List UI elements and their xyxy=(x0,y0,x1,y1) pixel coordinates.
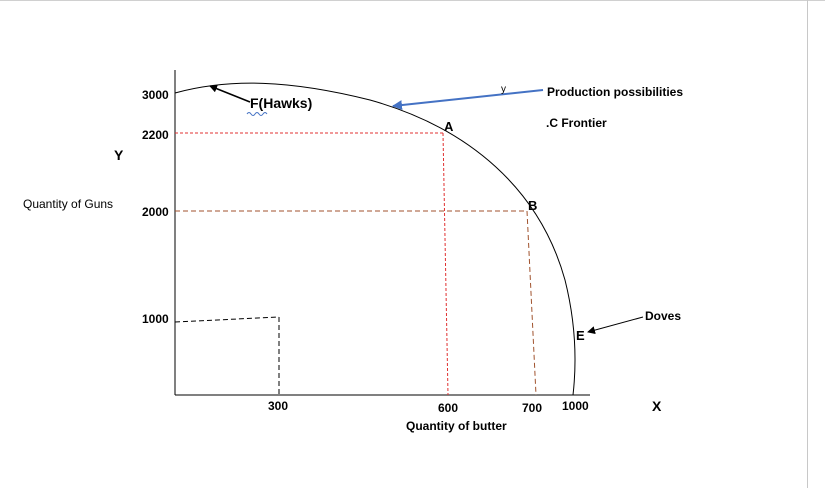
ppf-label-line2: .C Frontier xyxy=(546,116,607,130)
point-e-label: E xyxy=(576,328,585,343)
ppf-pointer-arrow xyxy=(392,89,544,111)
x-tick-300: 300 xyxy=(268,399,288,413)
x-axis-label: Quantity of butter xyxy=(406,419,507,433)
x-tick-1000: 1000 xyxy=(562,399,589,413)
point-f-label: F(Hawks) xyxy=(250,95,312,111)
x-tick-700: 700 xyxy=(522,401,542,415)
doves-label: Doves xyxy=(645,309,681,323)
arrow-to-e xyxy=(587,316,644,335)
guide-b-vertical xyxy=(526,210,537,396)
spellcheck-squiggle xyxy=(246,112,268,116)
ppf-label-line1: Production possibilities xyxy=(547,85,683,99)
guide-c-horizontal xyxy=(174,316,280,323)
y-tick-2000: 2000 xyxy=(142,205,169,219)
ppf-curve xyxy=(174,82,576,396)
point-b-label: B xyxy=(528,198,537,213)
y-axis-label: Quantity of Guns xyxy=(23,197,113,211)
y-tick-1000: 1000 xyxy=(142,312,169,326)
x-tick-600: 600 xyxy=(438,401,458,415)
small-y-mark: y xyxy=(501,84,506,95)
y-tick-3000: 3000 xyxy=(142,88,169,102)
y-tick-2200: 2200 xyxy=(142,128,169,142)
arrow-to-f xyxy=(209,84,251,103)
y-axis-letter: Y xyxy=(114,147,124,163)
point-a-label: A xyxy=(444,119,454,134)
guide-a-vertical xyxy=(442,132,449,396)
x-axis-letter: X xyxy=(652,398,662,414)
